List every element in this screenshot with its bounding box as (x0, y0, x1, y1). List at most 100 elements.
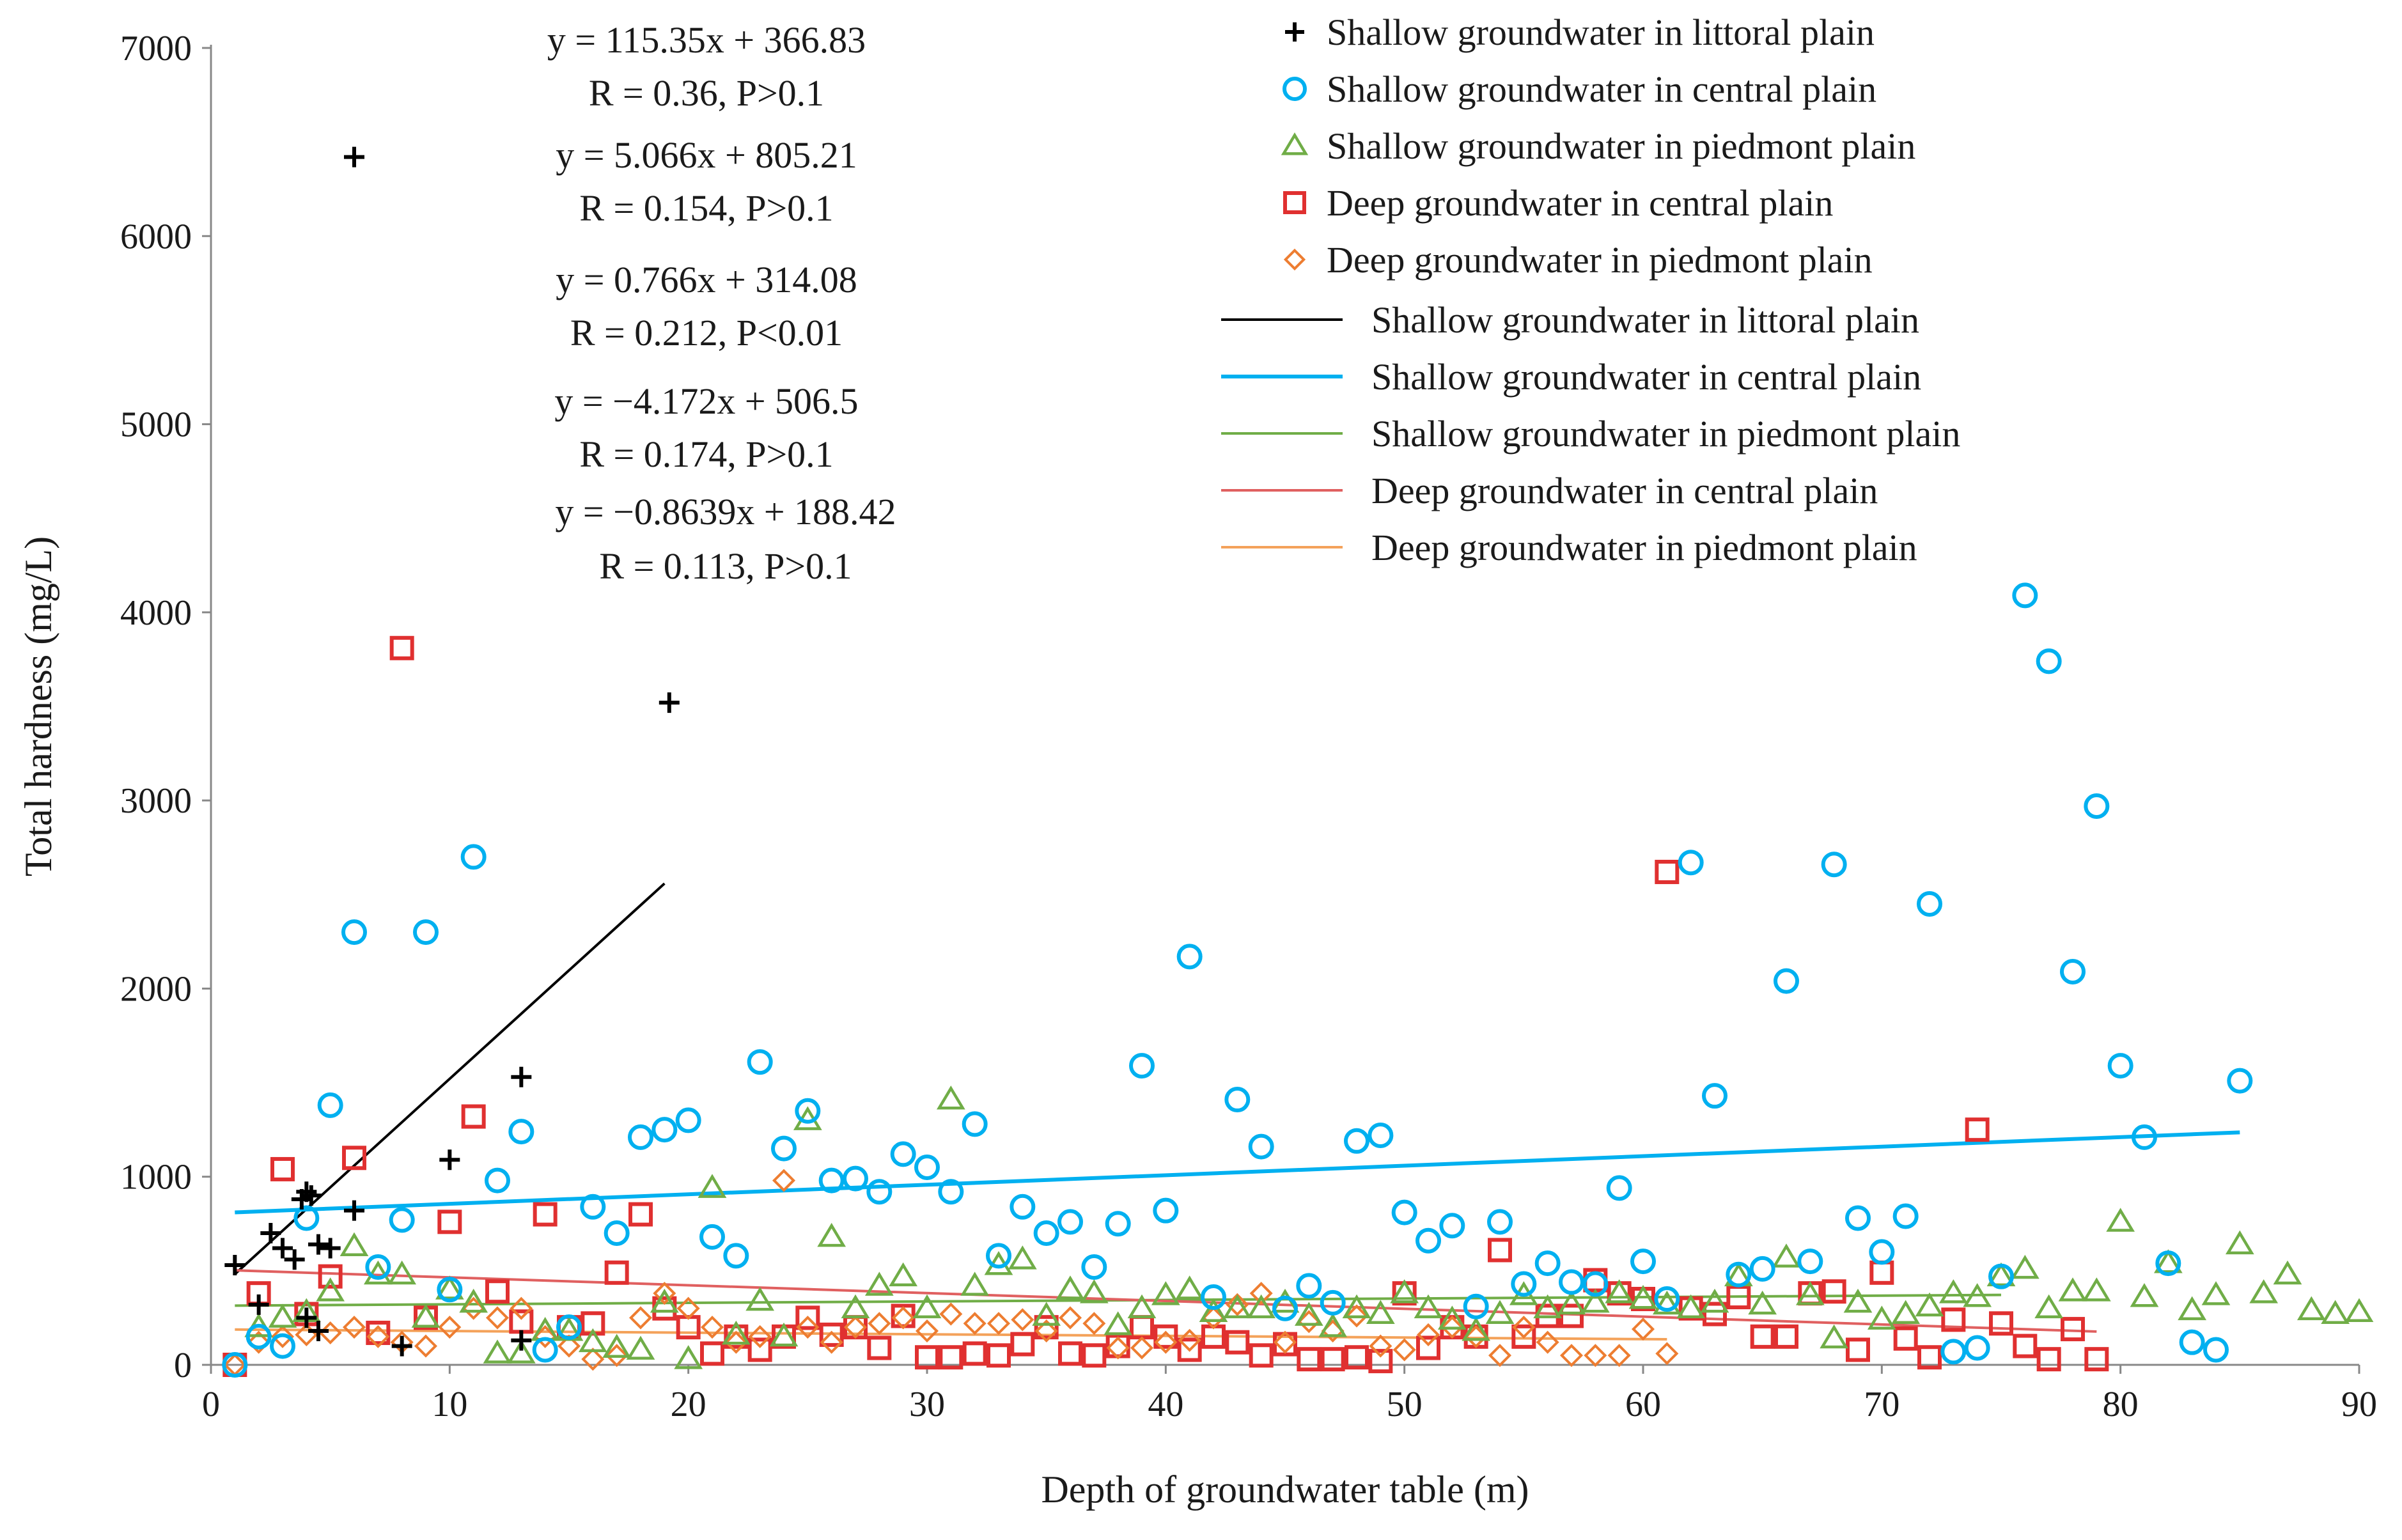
data-point-series-2 (1153, 1197, 1179, 1224)
data-point-series-2 (1033, 1220, 1059, 1246)
data-point-series-4 (1225, 1330, 1250, 1355)
data-point-series-3 (387, 1260, 417, 1285)
x-tick-label: 10 (432, 1385, 467, 1424)
data-point-series-1 (284, 1249, 305, 1270)
data-point-series-3 (268, 1303, 297, 1328)
data-point-series-3 (1437, 1305, 1467, 1330)
data-point-series-2 (986, 1243, 1011, 1269)
data-point-series-2 (1582, 1271, 1609, 1297)
data-point-series-4 (604, 1260, 629, 1285)
data-point-series-2 (1344, 1128, 1369, 1154)
data-point-series-2 (556, 1314, 582, 1341)
data-point-series-2 (341, 919, 367, 945)
data-point-series-4 (533, 1202, 558, 1227)
data-point-series-3 (1008, 1245, 1037, 1270)
data-point-series-3 (2106, 1208, 2135, 1232)
data-point-series-3 (2034, 1294, 2064, 1319)
data-point-series-2 (2132, 1124, 2157, 1150)
data-point-series-3 (2225, 1230, 2254, 1255)
data-point-series-3 (1390, 1279, 1419, 1303)
data-point-series-3 (1867, 1305, 1896, 1330)
data-point-series-4 (867, 1335, 892, 1360)
data-point-series-2 (508, 1119, 534, 1145)
legend-label: Shallow groundwater in littoral plain (1371, 299, 1919, 341)
data-point-series-4 (628, 1202, 653, 1227)
data-point-series-5 (1559, 1344, 1584, 1367)
regression-equations: y = 115.35x + 366.83 R = 0.36, P>0.1 y = 5… (547, 19, 896, 587)
data-point-series-3 (698, 1174, 727, 1198)
data-point-series-3 (1247, 1294, 1276, 1319)
axes: 0 10 20 30 40 50 60 70 80 90 0 1000 2000 3000 4000 5000… (120, 29, 2377, 1424)
data-point-series-1 (248, 1294, 269, 1315)
data-point-series-4 (2084, 1347, 2109, 1372)
data-point-series-2 (723, 1243, 749, 1269)
data-point-series-2 (1439, 1213, 1465, 1239)
data-point-series-5 (1584, 1344, 1607, 1367)
data-point-series-4 (1058, 1341, 1082, 1366)
data-point-series-4 (1559, 1303, 1584, 1328)
data-point-series-2 (1224, 1087, 1251, 1113)
data-point-series-5 (1440, 1316, 1464, 1339)
data-point-series-4 (437, 1209, 462, 1234)
data-point-series-2 (413, 919, 439, 945)
data-point-series-5 (414, 1334, 438, 1358)
regression-stats: R = 0.36, P>0.1 (589, 72, 824, 114)
data-point-series-1 (308, 1234, 329, 1255)
data-point-series-5 (247, 1330, 270, 1354)
data-point-series-4 (485, 1279, 510, 1304)
data-point-series-3 (411, 1303, 441, 1328)
data-point-series-2 (843, 1165, 868, 1192)
data-point-series-2 (675, 1107, 701, 1133)
data-point-series-3 (1843, 1288, 1873, 1313)
y-tick-label: 0 (174, 1346, 192, 1385)
trendline-series-2 (235, 1130, 2240, 1215)
data-point-series-3 (817, 1222, 846, 1247)
data-point-series-4 (1846, 1337, 1870, 1362)
data-point-series-3 (1748, 1290, 1777, 1315)
data-point-series-2 (246, 1323, 272, 1349)
data-point-series-4 (1774, 1324, 1798, 1349)
data-point-series-2 (1463, 1293, 1489, 1319)
data-point-series-5 (1201, 1306, 1226, 1330)
data-point-series-2 (1296, 1273, 1322, 1299)
data-point-series-2 (293, 1205, 320, 1231)
regression-stats: R = 0.174, P>0.1 (579, 433, 833, 475)
data-point-series-3 (363, 1260, 393, 1285)
regression-equation: y = 115.35x + 366.83 (547, 19, 866, 61)
data-point-series-2 (1487, 1209, 1513, 1235)
data-point-series-5 (772, 1169, 796, 1192)
data-point-series-2 (1630, 1248, 1656, 1275)
x-tick-label: 0 (202, 1385, 220, 1424)
data-point-series-5 (485, 1306, 510, 1330)
data-point-series-2 (795, 1098, 821, 1124)
data-point-series-3 (506, 1339, 536, 1364)
legend-label: Deep groundwater in piedmont plain (1327, 239, 1873, 281)
data-point-series-3 (650, 1288, 679, 1313)
y-tick-label: 2000 (120, 969, 192, 1009)
data-point-series-3 (483, 1339, 512, 1364)
x-tick-label: 80 (2103, 1385, 2139, 1424)
data-point-series-2 (1797, 1248, 1823, 1275)
data-point-series-3 (960, 1272, 990, 1296)
x-tick-label: 50 (1387, 1385, 1423, 1424)
data-point-series-3 (745, 1286, 775, 1311)
data-point-series-2 (628, 1124, 653, 1150)
data-point-series-3 (459, 1288, 488, 1313)
data-point-series-2 (1940, 1339, 1967, 1365)
data-point-series-3 (1199, 1298, 1228, 1323)
data-point-series-1 (260, 1223, 281, 1243)
legend-marker-series-3 (1281, 132, 1309, 155)
data-point-series-2 (1081, 1254, 1107, 1280)
data-point-series-5 (1345, 1304, 1369, 1328)
data-point-series-2 (1964, 1335, 1990, 1361)
data-point-series-5 (1249, 1282, 1273, 1305)
data-point-series-4 (795, 1305, 820, 1330)
data-point-series-2 (389, 1207, 415, 1233)
data-point-series-2 (2179, 1329, 2205, 1355)
data-point-series-2 (962, 1111, 988, 1137)
data-point-series-2 (1654, 1286, 1680, 1312)
data-point-series-2 (1534, 1250, 1561, 1277)
data-point-series-2 (604, 1220, 630, 1246)
legend-label: Deep groundwater in central plain (1327, 182, 1833, 224)
data-point-series-2 (747, 1049, 773, 1075)
